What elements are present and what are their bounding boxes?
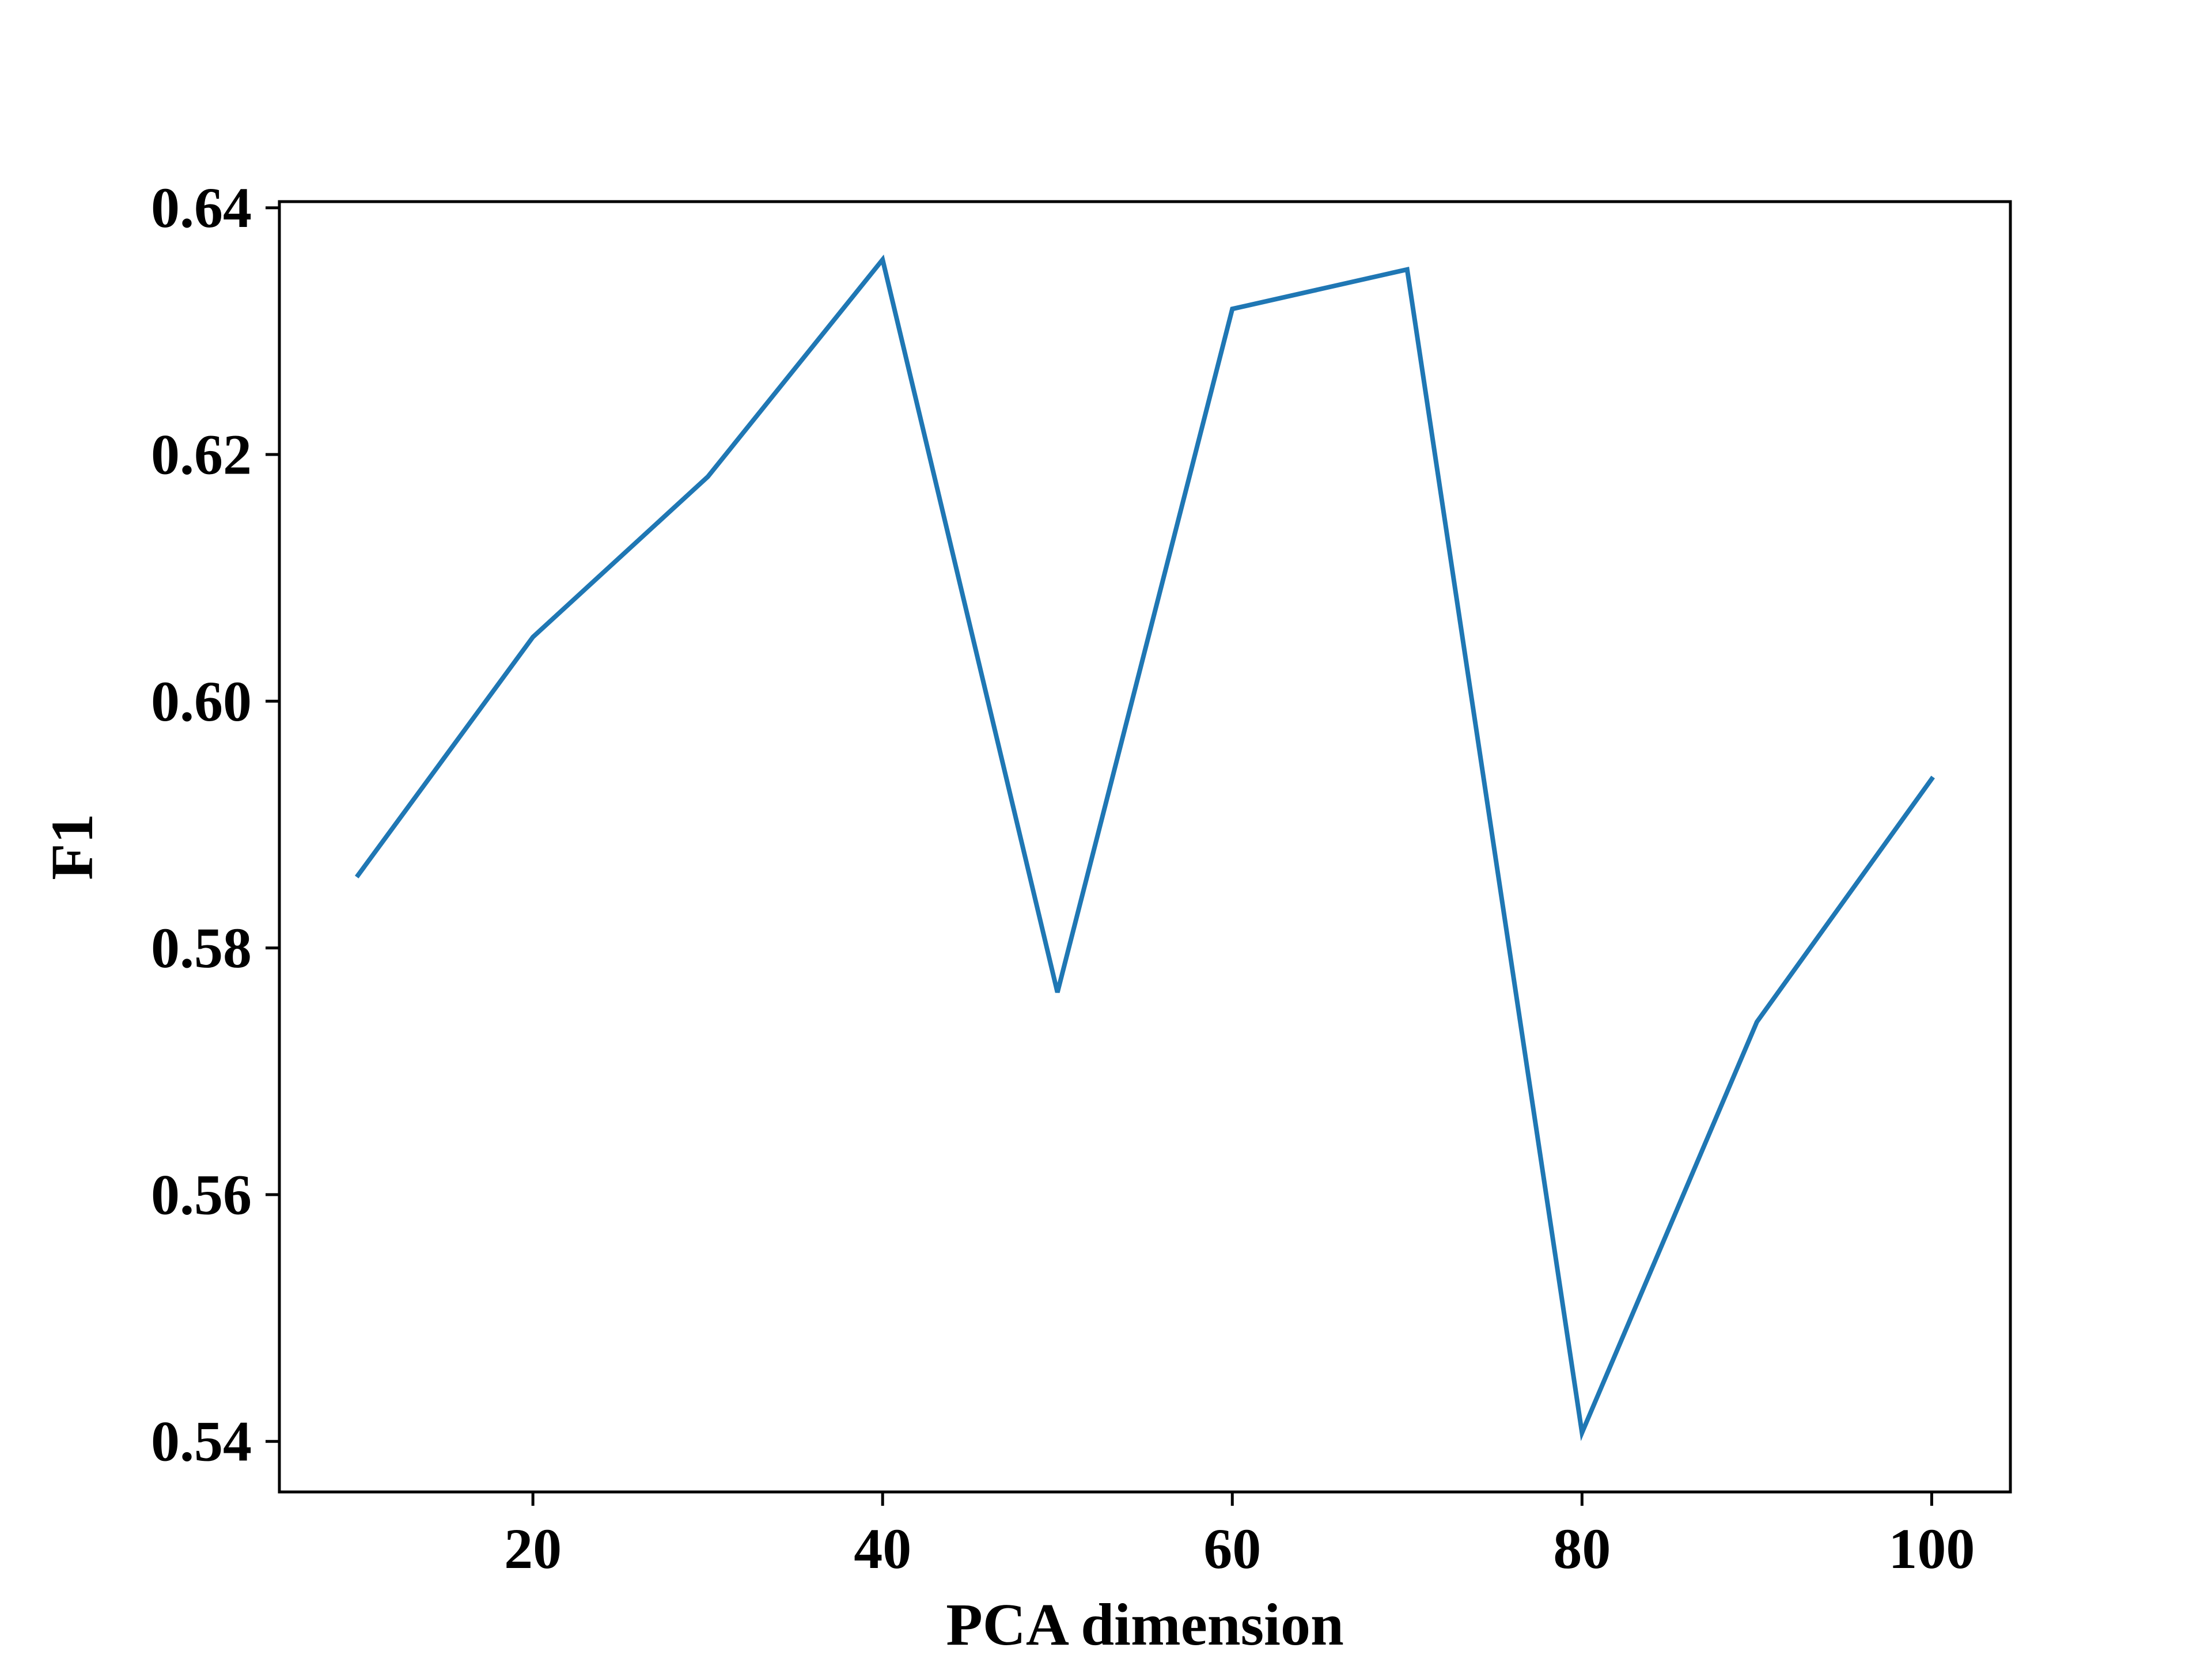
y-tick-label: 0.58 (151, 916, 252, 980)
x-tick-label: 100 (1888, 1517, 1975, 1581)
y-tick-label: 0.62 (151, 423, 252, 487)
x-tick-label: 80 (1553, 1517, 1611, 1581)
x-tick-label: 60 (1203, 1517, 1261, 1581)
plot-series (355, 254, 1935, 1441)
x-tick-label: 40 (854, 1517, 911, 1581)
x-axis-label: PCA dimension (946, 1592, 1344, 1658)
x-tick-label: 20 (504, 1517, 562, 1581)
y-axis-label: F1 (39, 813, 105, 880)
y-tick-label: 0.56 (151, 1162, 252, 1226)
x-axis-ticks: 20 40 60 80 100 (504, 1492, 1975, 1581)
y-tick-label: 0.54 (151, 1410, 252, 1474)
y-axis-ticks: 0.54 0.56 0.58 0.60 0.62 0.64 (151, 176, 279, 1474)
y-tick-label: 0.64 (151, 176, 252, 240)
plot-frame (278, 200, 2012, 1494)
y-tick-label: 0.60 (151, 669, 252, 733)
series-line (355, 254, 1935, 1441)
